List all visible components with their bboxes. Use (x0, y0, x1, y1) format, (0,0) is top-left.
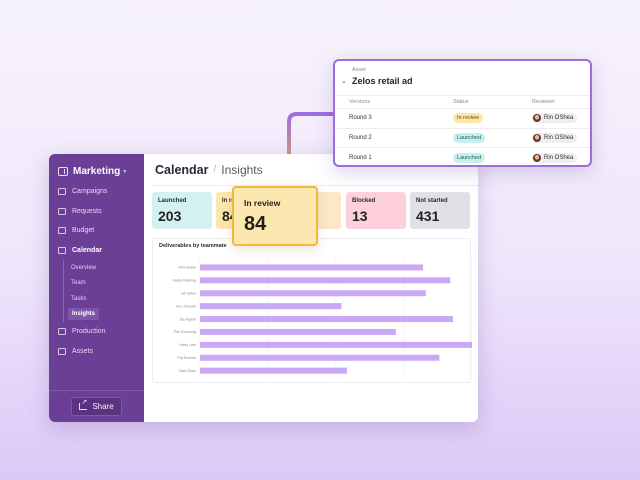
stat-value: 431 (416, 208, 440, 224)
avatar (533, 114, 541, 123)
reviewer-name: Rin OShea (544, 115, 574, 122)
category-label: Kiro Tewede (176, 304, 196, 308)
image-icon (58, 347, 66, 355)
stat-card-blocked[interactable]: Blocked 13 (346, 192, 406, 229)
share-label: Share (92, 402, 114, 411)
reviewer-chip[interactable]: Rin OShea (532, 132, 578, 143)
status-badge: Launched (453, 132, 486, 143)
status-badge: Launched (453, 152, 486, 163)
asset-table-header: Versions Status Reviewer (335, 95, 590, 109)
inbox-icon (58, 207, 66, 215)
sidebar-item-label: Calendar (72, 246, 102, 254)
highlight-value: 84 (244, 213, 267, 235)
sidebar-item-label: Production (72, 328, 106, 336)
calendar-icon (58, 246, 66, 254)
stat-label: Not started (416, 198, 448, 204)
table-row[interactable]: Round 3 In review Rin OShea (335, 109, 590, 129)
version-cell: Round 3 (349, 115, 372, 122)
category-label: Tomi Soare (178, 266, 196, 270)
category-label: Pat Everest (177, 356, 196, 360)
sidebar-item-budget[interactable]: Budget (49, 221, 144, 241)
category-label: Harry Lam (179, 343, 196, 347)
breadcrumb-calendar[interactable]: Calendar (155, 162, 209, 177)
chevron-down-icon: ▾ (123, 169, 127, 175)
stat-label: Blocked (352, 198, 376, 204)
chart-bar[interactable] (200, 316, 453, 323)
in-review-highlight-card[interactable]: In review 84 (232, 186, 318, 246)
sidebar-item-label: Budget (72, 227, 95, 235)
column-header-status[interactable]: Status (453, 99, 469, 105)
deliverables-chart-card: Deliverables by teammate Tomi Soare Felic… (152, 238, 473, 383)
table-row[interactable]: Round 1 Launched Rin OShea (335, 148, 590, 168)
category-label: Sam Sodo (179, 369, 196, 373)
workspace-switcher[interactable]: Marketing ▾ (49, 154, 144, 180)
sidebar-item-label: Requests (72, 207, 102, 215)
table-row[interactable]: Round 2 Launched Rin OShea (335, 129, 590, 148)
chart-bar[interactable] (200, 277, 451, 284)
sidebar-item-requests[interactable]: Requests (49, 202, 144, 222)
breadcrumb: Calendar / Insights (152, 154, 478, 186)
avatar (533, 153, 541, 162)
version-cell: Round 2 (349, 134, 372, 141)
subnav-item-insights[interactable]: Insights (64, 307, 144, 323)
version-cell: Round 1 (349, 154, 372, 161)
status-badge: In review (453, 113, 484, 124)
sidebar-item-assets[interactable]: Assets (49, 342, 144, 362)
subnav-item-team[interactable]: Team (71, 280, 86, 287)
deliverables-chart: Tomi Soare Felice Fleming Gil Gatori Kiro T… (173, 257, 473, 378)
chart-bar[interactable] (200, 303, 342, 310)
breadcrumb-separator: / (213, 164, 217, 175)
chart-bar[interactable] (200, 354, 440, 361)
sidebar-item-label: Campaigns (72, 188, 108, 196)
category-label: Gil Gatori (181, 291, 196, 295)
sidebar-item-calendar[interactable]: Calendar (49, 241, 144, 261)
stat-value: 203 (158, 208, 182, 224)
reviewer-chip[interactable]: Rin OShea (532, 113, 578, 124)
stat-value: 13 (352, 208, 368, 224)
chart-bar[interactable] (200, 367, 347, 374)
sidebar-footer: Share (49, 390, 144, 422)
reviewer-name: Rin OShea (544, 154, 574, 161)
column-header-versions[interactable]: Versions (349, 99, 371, 105)
highlight-label: In review (244, 198, 281, 208)
asset-panel: Asset ⌄ Zelos retail ad Versions Status … (333, 59, 592, 167)
chart-bar[interactable] (200, 264, 424, 271)
category-label: Jac Argent (179, 317, 196, 321)
avatar (533, 133, 541, 142)
megaphone-icon (58, 188, 66, 196)
sidebar-toggle-icon[interactable] (58, 167, 68, 176)
share-button[interactable]: Share (71, 397, 122, 416)
share-icon (79, 398, 88, 410)
calendar-subnav: Overview Team Tasks Insights (63, 260, 144, 322)
workspace-title: Marketing (73, 166, 121, 177)
chart-bar[interactable] (200, 290, 426, 297)
asset-label: Asset (352, 67, 366, 73)
subnav-item-overview[interactable]: Overview (71, 264, 97, 271)
category-label: Pat Gumming (174, 330, 196, 334)
chevron-down-icon[interactable]: ⌄ (341, 78, 347, 85)
sidebar-item-production[interactable]: Production (49, 322, 144, 342)
stat-card-not-started[interactable]: Not started 431 (410, 192, 470, 229)
column-header-reviewer[interactable]: Reviewer (532, 99, 555, 105)
reviewer-name: Rin OShea (544, 134, 574, 141)
stat-card-launched[interactable]: Launched 203 (152, 192, 212, 229)
chart-bar[interactable] (200, 328, 396, 335)
sidebar-item-campaigns[interactable]: Campaigns (49, 182, 144, 202)
reviewer-chip[interactable]: Rin OShea (532, 152, 578, 163)
chart-title: Deliverables by teammate (159, 243, 227, 249)
chart-bar[interactable] (200, 341, 472, 348)
sidebar-item-label: Assets (72, 347, 94, 355)
stat-label: Launched (158, 198, 187, 204)
asset-title: Zelos retail ad (352, 76, 413, 86)
wrench-icon (58, 328, 66, 336)
sidebar: Marketing ▾ Campaigns Requests Budget Ca… (49, 154, 144, 422)
page-title: Insights (221, 162, 263, 177)
subnav-item-tasks[interactable]: Tasks (71, 295, 87, 302)
wallet-icon (58, 227, 66, 235)
category-label: Felice Fleming (173, 279, 196, 283)
